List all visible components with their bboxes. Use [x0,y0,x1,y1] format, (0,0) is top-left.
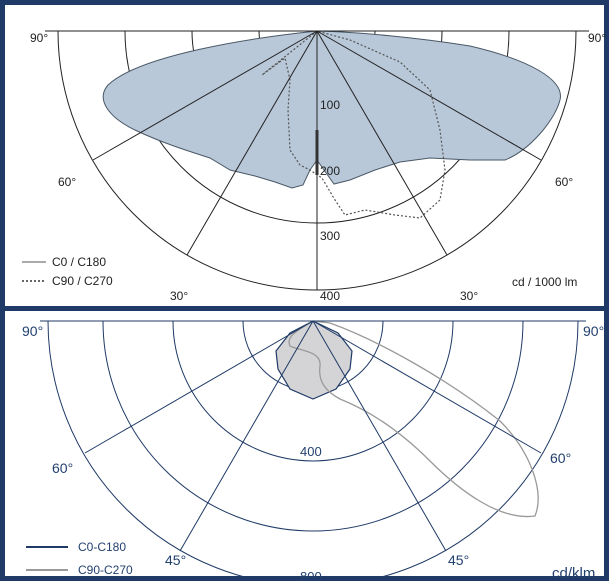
angle-label-60-left: 60° [58,175,76,189]
unit-label: cd / 1000 lm [512,275,577,289]
ring-label-300: 300 [320,229,340,243]
top-polar-diagram: 100 200 300 400 90° 90° 60° 60° 30° 30° … [0,0,609,306]
angle-label-60-right: 60° [555,175,573,189]
angle-label-60-left: 60° [52,460,73,476]
angle-label-60-right: 60° [550,450,571,466]
bottom-polar-diagram: 400 800 90° 90° 60° 60° 45° 45° cd/klm C… [0,311,609,581]
legend-label-c90: C90-C270 [78,563,133,577]
angle-label-90-right: 90° [588,31,606,45]
ring-label-100: 100 [320,98,340,112]
legend-label-c0: C0-C180 [78,540,126,554]
axis-60-left [85,321,313,453]
angle-label-90-left: 90° [30,31,48,45]
ring-label-400: 400 [320,289,340,303]
c0-c180-distribution-area [276,321,352,399]
axis-45-right [313,321,446,551]
angle-label-90-left: 90° [22,323,43,339]
angle-label-45-right: 45° [448,552,469,568]
angle-label-30-right: 30° [460,289,478,303]
angle-label-30-left: 30° [170,289,188,303]
angle-label-90-right: 90° [583,323,604,339]
angle-label-45-left: 45° [165,552,186,568]
unit-label: cd/klm [552,565,595,581]
ring-label-200: 200 [320,164,340,178]
ring-label-800: 800 [300,569,322,581]
legend-label-c90: C90 / C270 [52,274,113,288]
legend-label-c0: C0 / C180 [52,255,106,269]
ring-label-400: 400 [300,444,322,459]
axis-60-right [313,321,541,453]
axis-45-left [180,321,313,551]
